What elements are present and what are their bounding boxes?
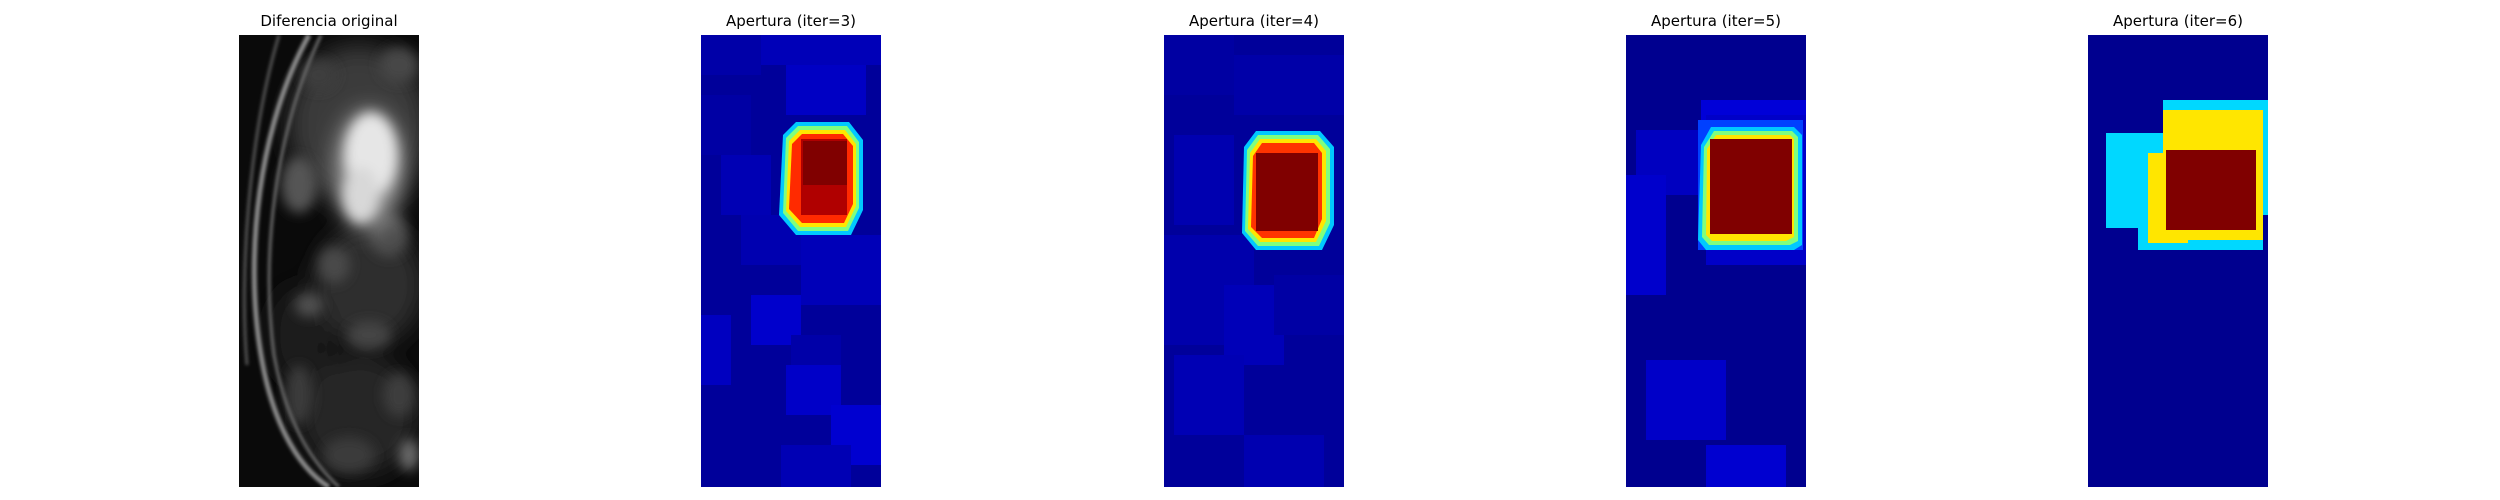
panel-title: Diferencia original (260, 12, 398, 30)
opening-iter-6-image (2088, 35, 2268, 487)
panel-iter-3: Apertura (iter=3) (701, 0, 881, 500)
original-difference-image (239, 35, 419, 487)
panel-original: Diferencia original (239, 0, 419, 500)
panel-title: Apertura (iter=4) (1189, 12, 1319, 30)
panel-title: Apertura (iter=3) (726, 12, 856, 30)
panel-iter-5: Apertura (iter=5) (1626, 0, 1806, 500)
opening-iter-5-image (1626, 35, 1806, 487)
panel-title: Apertura (iter=5) (1651, 12, 1781, 30)
panel-title: Apertura (iter=6) (2113, 12, 2243, 30)
opening-iter-3-image (701, 35, 881, 487)
panel-iter-4: Apertura (iter=4) (1164, 0, 1344, 500)
panel-iter-6: Apertura (iter=6) (2088, 0, 2268, 500)
opening-iter-4-image (1164, 35, 1344, 487)
